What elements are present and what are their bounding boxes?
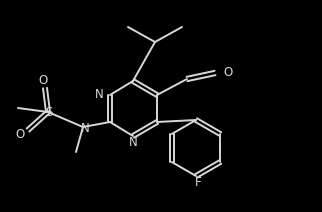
Text: O: O — [223, 67, 232, 80]
Text: N: N — [128, 137, 137, 149]
Text: O: O — [15, 128, 24, 141]
Text: F: F — [195, 177, 201, 190]
Text: N: N — [95, 88, 104, 102]
Text: N: N — [80, 121, 90, 134]
Text: O: O — [38, 74, 48, 88]
Text: S: S — [45, 106, 53, 120]
